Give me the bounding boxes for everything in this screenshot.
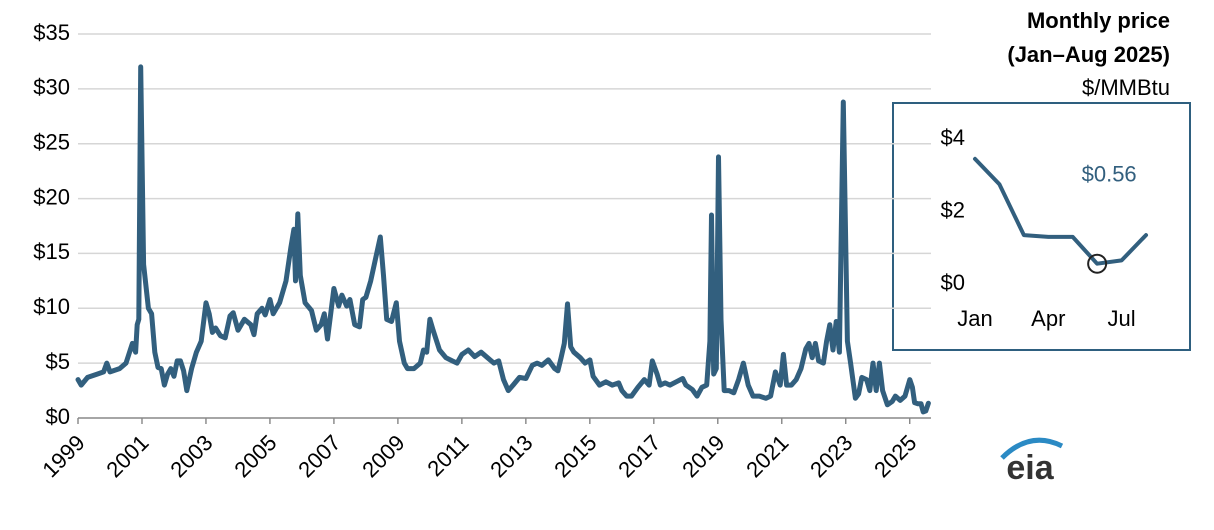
x-tick-label: 2017 [613, 430, 665, 482]
x-tick-label: 2001 [101, 430, 153, 482]
y-tick-label: $10 [33, 294, 70, 319]
logo: eia [1006, 449, 1054, 487]
price-line [75, 64, 931, 415]
y-tick-label: $0 [941, 270, 965, 295]
y-tick-label: $35 [33, 20, 70, 45]
y-tick-label: $2 [941, 197, 965, 222]
x-tick-label: 2021 [741, 430, 793, 482]
x-tick-label: 1999 [37, 430, 89, 482]
x-tick-label: 2005 [229, 430, 281, 482]
x-tick-label: 2023 [805, 430, 857, 482]
logo-arc [1000, 437, 1064, 460]
y-tick-label: $0 [46, 404, 70, 429]
y-tick-label: $25 [33, 130, 70, 155]
x-tick-label: 2003 [165, 430, 217, 482]
x-tick-label: Apr [1031, 306, 1065, 331]
y-tick-label: $15 [33, 239, 70, 264]
x-tick-label: 2009 [357, 430, 409, 482]
y-tick-label: $30 [33, 75, 70, 100]
y-tick-label: $20 [33, 184, 70, 209]
x-tick-label: 2019 [677, 430, 729, 482]
x-tick-label: 2013 [485, 430, 537, 482]
x-tick-label: 2015 [549, 430, 601, 482]
y-tick-label: $4 [941, 125, 965, 150]
x-tick-label: 2011 [422, 430, 473, 481]
x-tick-label: 2025 [869, 430, 921, 482]
annotation-circle [1087, 253, 1108, 274]
inset-frame [892, 102, 1191, 351]
y-tick-label: $5 [46, 349, 70, 374]
x-tick-label: 2007 [293, 430, 345, 482]
inset-title: Monthly price [1027, 8, 1170, 33]
price-line [973, 156, 1148, 266]
inset-unit: $/MMBtu [1082, 75, 1170, 100]
x-tick-label: Jul [1108, 306, 1136, 331]
inset-subtitle: (Jan–Aug 2025) [1007, 42, 1170, 67]
annotation: $0.56 [1082, 162, 1137, 187]
x-tick-label: Jan [957, 306, 992, 331]
